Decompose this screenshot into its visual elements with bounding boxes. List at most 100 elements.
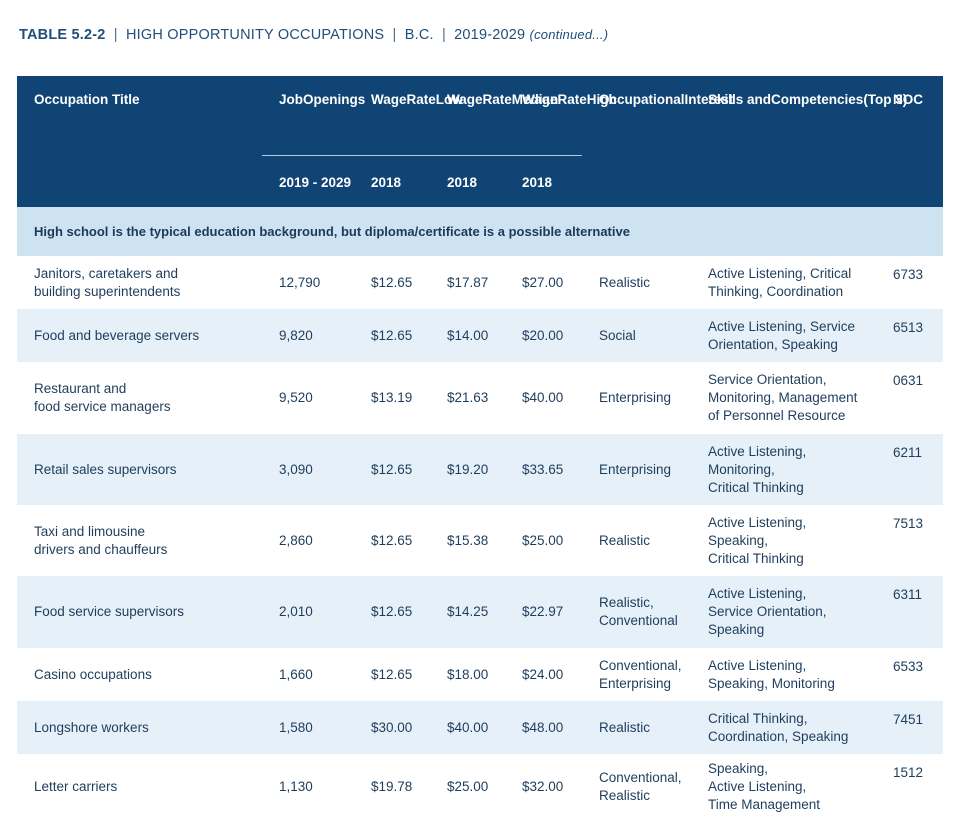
skills-competencies: Critical Thinking, Coordination, Speaking xyxy=(708,710,849,744)
occupation-title: Casino occupations xyxy=(34,666,152,682)
wage-high: $20.00 xyxy=(522,327,564,343)
wage-high: $48.00 xyxy=(522,719,564,735)
wage-high: $27.00 xyxy=(522,274,564,290)
table-continued: (continued...) xyxy=(529,27,609,42)
title-separator: | xyxy=(392,27,397,43)
table-row: Casino occupations 1,660 $12.65 $18.00 $24.0… xyxy=(17,648,943,701)
occupational-interest: Enterprising xyxy=(599,390,672,405)
header-high-year: 2018 xyxy=(522,175,553,190)
skills-competencies: Active Listening, Service Orientation, Spe… xyxy=(708,586,827,637)
table-number: TABLE 5.2-2 xyxy=(19,27,106,43)
job-openings: 2,010 xyxy=(279,604,313,619)
skills-competencies: Active Listening, Speaking, Critical Think… xyxy=(708,514,807,566)
noc-code: 7513 xyxy=(893,516,924,531)
occupation-title: Janitors, caretakers and building superin… xyxy=(34,265,181,299)
occupation-title: Food and beverage servers xyxy=(34,327,200,343)
wage-low: $19.78 xyxy=(371,778,413,794)
occupation-title: Restaurant and food service managers xyxy=(34,381,171,414)
wage-high: $24.00 xyxy=(522,666,564,682)
wage-low: $30.00 xyxy=(371,719,413,735)
occupational-interest: Enterprising xyxy=(599,461,672,477)
wage-low: $13.19 xyxy=(371,390,413,405)
table-header: Occupation Title JobOpenings WageRateLow… xyxy=(17,76,943,207)
header-skills: Skills andCompetencies(Top 3) xyxy=(708,92,908,107)
skills-competencies: Active Listening, Service Orientation, Sp… xyxy=(708,318,856,352)
wage-high: $32.00 xyxy=(522,778,564,794)
wage-median: $25.00 xyxy=(447,778,489,794)
table-row: Longshore workers 1,580 $30.00 $40.00 $48.00… xyxy=(17,701,943,754)
header-median-year: 2018 xyxy=(447,175,478,190)
noc-code: 1512 xyxy=(893,765,924,780)
skills-competencies: Speaking, Active Listening, Time Managemen… xyxy=(708,760,821,812)
title-separator: | xyxy=(441,27,446,43)
wage-low: $12.65 xyxy=(371,604,413,619)
wage-median: $17.87 xyxy=(447,274,489,290)
header-occupation: Occupation Title xyxy=(34,92,140,107)
wage-median: $40.00 xyxy=(447,719,489,735)
wage-low: $12.65 xyxy=(371,327,413,343)
occupational-interest: Realistic xyxy=(599,719,651,735)
wage-high: $40.00 xyxy=(522,390,564,405)
job-openings: 9,820 xyxy=(279,327,313,343)
table-name: HIGH OPPORTUNITY OCCUPATIONS xyxy=(125,27,385,43)
education-band: High school is the typical education bac… xyxy=(17,207,943,256)
job-openings: 12,790 xyxy=(279,274,321,290)
table-row: Taxi and limousine drivers and chauffeurs… xyxy=(17,505,943,576)
table-row: Restaurant and food service managers 9,520… xyxy=(17,362,943,434)
noc-code: 0631 xyxy=(893,373,924,388)
table-row: Food and beverage servers 9,820 $12.65 $14.… xyxy=(17,309,943,362)
occupational-interest: Realistic, Conventional xyxy=(599,595,678,628)
table-row: Janitors, caretakers and building superin… xyxy=(17,256,943,309)
job-openings: 9,520 xyxy=(279,390,313,405)
noc-code: 6513 xyxy=(893,320,924,335)
title-separator: | xyxy=(113,27,118,43)
noc-code: 7451 xyxy=(893,712,924,727)
occupation-title: Longshore workers xyxy=(34,719,149,735)
wage-median: $19.20 xyxy=(447,461,489,477)
table-years: 2019-2029 xyxy=(454,27,526,43)
skills-competencies: Active Listening, Speaking, Monitoring xyxy=(708,657,835,691)
wage-median: $14.25 xyxy=(447,604,489,619)
job-openings: 1,660 xyxy=(279,666,313,682)
table-title: TABLE 5.2-2 | HIGH OPPORTUNITY OCCUPATIO… xyxy=(19,27,608,43)
occupational-interest: Conventional, Realistic xyxy=(599,769,682,803)
occupational-interest: Social xyxy=(599,327,636,343)
table-row: Retail sales supervisors 3,090 $12.65 $19.2… xyxy=(17,434,943,505)
wage-median: $15.38 xyxy=(447,532,489,548)
skills-competencies: Active Listening, Monitoring, Critical Thi… xyxy=(708,443,807,495)
table-body: Janitors, caretakers and building superin… xyxy=(17,256,943,819)
header-noc: NOC xyxy=(893,92,923,107)
occupational-interest: Conventional, Enterprising xyxy=(599,657,682,691)
header-wage-median: WageRateMedian xyxy=(447,92,559,107)
header-low-year: 2018 xyxy=(371,175,402,190)
wage-low: $12.65 xyxy=(371,274,413,290)
occupation-title: Food service supervisors xyxy=(34,604,185,619)
occupations-table: Occupation Title JobOpenings WageRateLow… xyxy=(17,76,943,819)
job-openings: 1,580 xyxy=(279,719,313,735)
job-openings: 2,860 xyxy=(279,532,313,548)
wage-median: $21.63 xyxy=(447,390,489,405)
job-openings: 3,090 xyxy=(279,461,313,477)
noc-code: 6733 xyxy=(893,267,924,282)
noc-code: 6311 xyxy=(893,587,923,602)
occupation-title: Retail sales supervisors xyxy=(34,461,177,477)
header-wage-high: WageRateHigh xyxy=(522,92,617,107)
wage-high: $22.97 xyxy=(522,604,564,619)
header-divider xyxy=(262,155,582,156)
wage-low: $12.65 xyxy=(371,532,413,548)
skills-competencies: Active Listening, Critical Thinking, Coor… xyxy=(708,265,852,299)
occupation-title: Taxi and limousine drivers and chauffeurs xyxy=(34,523,168,557)
wage-high: $25.00 xyxy=(522,532,564,548)
skills-competencies: Service Orientation, Monitoring, Manageme… xyxy=(708,372,858,423)
occupation-title: Letter carriers xyxy=(34,778,118,794)
job-openings: 1,130 xyxy=(279,778,313,794)
header-interest: OccupationalInterest xyxy=(599,92,734,107)
wage-low: $12.65 xyxy=(371,666,413,682)
table-region: B.C. xyxy=(404,27,434,43)
wage-median: $18.00 xyxy=(447,666,489,682)
occupational-interest: Realistic xyxy=(599,274,651,290)
table-row: Letter carriers 1,130 $19.78 $25.00 $32.00 Co… xyxy=(17,754,943,819)
wage-median: $14.00 xyxy=(447,327,489,343)
header-wage-low: WageRateLow xyxy=(371,92,463,107)
header-job-openings: JobOpenings xyxy=(279,92,366,107)
